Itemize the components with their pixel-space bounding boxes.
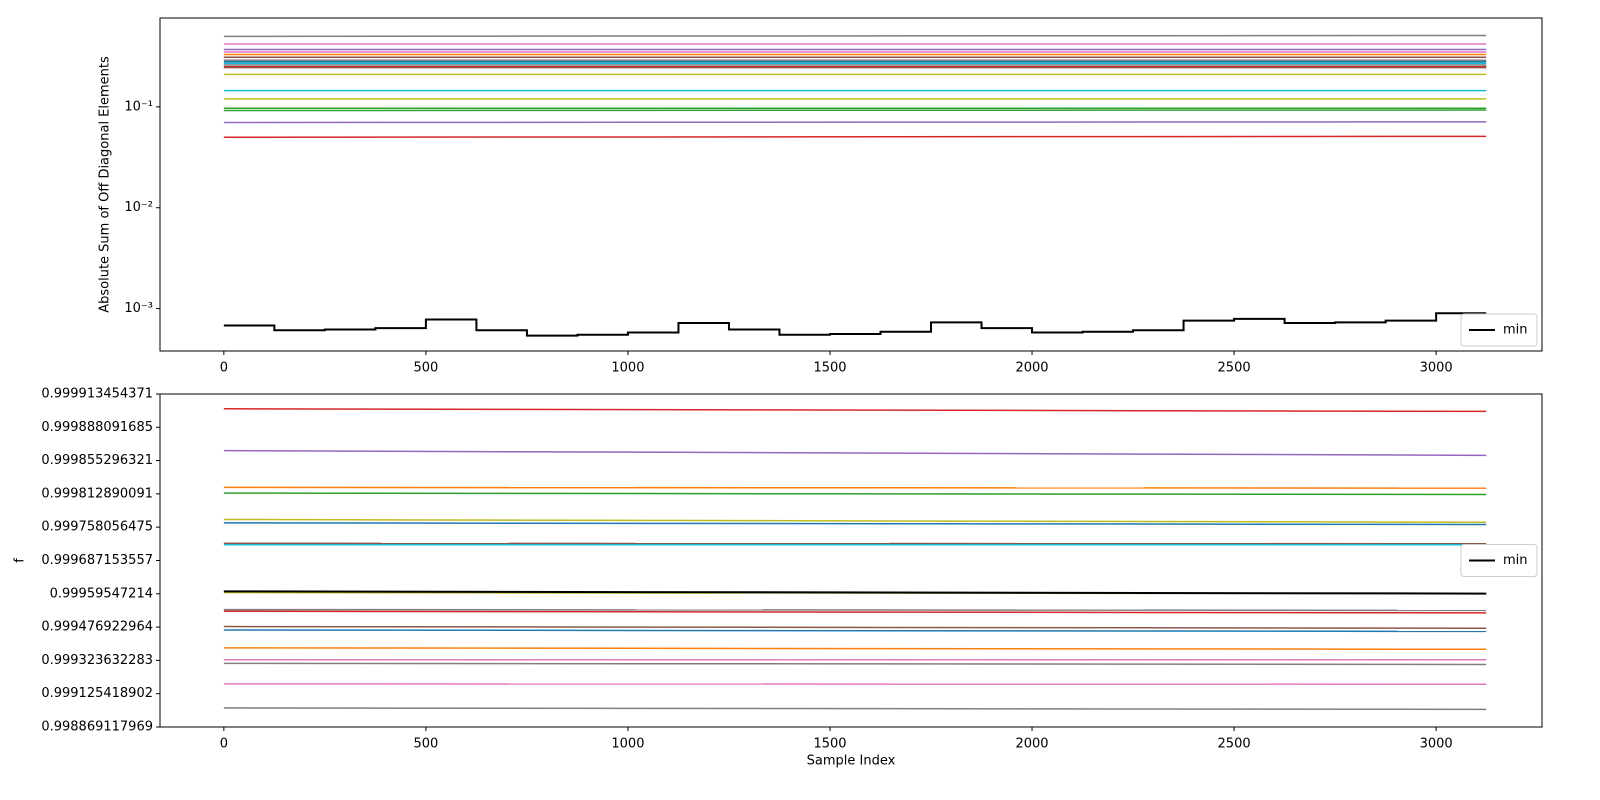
y-tick-label: 0.999758056475 xyxy=(41,520,153,535)
x-axis-label: Sample Index xyxy=(807,754,896,769)
x-tick-label: 2500 xyxy=(1218,737,1251,752)
y-axis-label: f xyxy=(13,558,28,563)
x-tick-label: 500 xyxy=(413,361,438,376)
series-line xyxy=(223,522,1487,526)
x-tick-label: 1500 xyxy=(813,361,846,376)
series-line xyxy=(223,408,1487,413)
y-tick-label: 0.998869117969 xyxy=(41,720,153,735)
y-tick-label: 0.999855296321 xyxy=(41,453,153,468)
series-line xyxy=(223,135,1487,138)
series-line xyxy=(223,34,1487,38)
x-tick-label: 3000 xyxy=(1420,737,1453,752)
y-tick-label: 10⁻¹ xyxy=(124,99,153,114)
x-tick-label: 3000 xyxy=(1420,361,1453,376)
y-tick-label: 10⁻² xyxy=(124,200,153,215)
y-tick-label: 0.999476922964 xyxy=(41,620,153,635)
legend-frame xyxy=(1460,313,1538,347)
axes-frame xyxy=(159,393,1543,728)
y-tick-label: 0.999913454371 xyxy=(41,387,153,402)
x-tick-label: 0 xyxy=(220,361,228,376)
legend-label: min xyxy=(1503,323,1528,338)
x-tick-label: 1000 xyxy=(611,737,644,752)
series-line xyxy=(223,610,1487,614)
y-tick-label: 0.999125418902 xyxy=(41,686,153,701)
axes-frame xyxy=(159,17,1543,352)
y-tick-label: 0.999812890091 xyxy=(41,486,153,501)
y-tick-label: 0.999888091685 xyxy=(41,420,153,435)
legend-frame xyxy=(1460,544,1538,577)
series-line xyxy=(223,312,1487,337)
series-line xyxy=(223,662,1487,666)
series-line xyxy=(223,518,1487,524)
legend-label: min xyxy=(1503,553,1528,568)
legend: min xyxy=(1460,313,1538,347)
y-tick-label: 0.999323632283 xyxy=(41,653,153,668)
y-tick-label: 10⁻³ xyxy=(124,301,153,316)
x-tick-label: 500 xyxy=(413,737,438,752)
series-line xyxy=(223,608,1487,612)
series-line xyxy=(223,625,1487,630)
series-line xyxy=(223,590,1487,595)
series-line xyxy=(223,707,1487,711)
series-line xyxy=(223,449,1487,457)
series-line xyxy=(223,629,1487,633)
x-tick-label: 2000 xyxy=(1015,737,1048,752)
x-tick-label: 1500 xyxy=(813,737,846,752)
x-tick-label: 0 xyxy=(220,737,228,752)
x-tick-label: 2500 xyxy=(1218,361,1251,376)
series-line xyxy=(223,486,1487,489)
series-line xyxy=(223,647,1487,651)
y-tick-label: 0.99959547214 xyxy=(50,586,153,601)
series-line xyxy=(223,492,1487,496)
series-line xyxy=(223,121,1487,124)
x-tick-label: 1000 xyxy=(611,361,644,376)
x-tick-label: 2000 xyxy=(1015,361,1048,376)
y-axis-label: Absolute Sum of Off Diagonal Elements xyxy=(98,56,113,313)
y-tick-label: 0.999687153557 xyxy=(41,553,153,568)
legend: min xyxy=(1460,544,1538,577)
